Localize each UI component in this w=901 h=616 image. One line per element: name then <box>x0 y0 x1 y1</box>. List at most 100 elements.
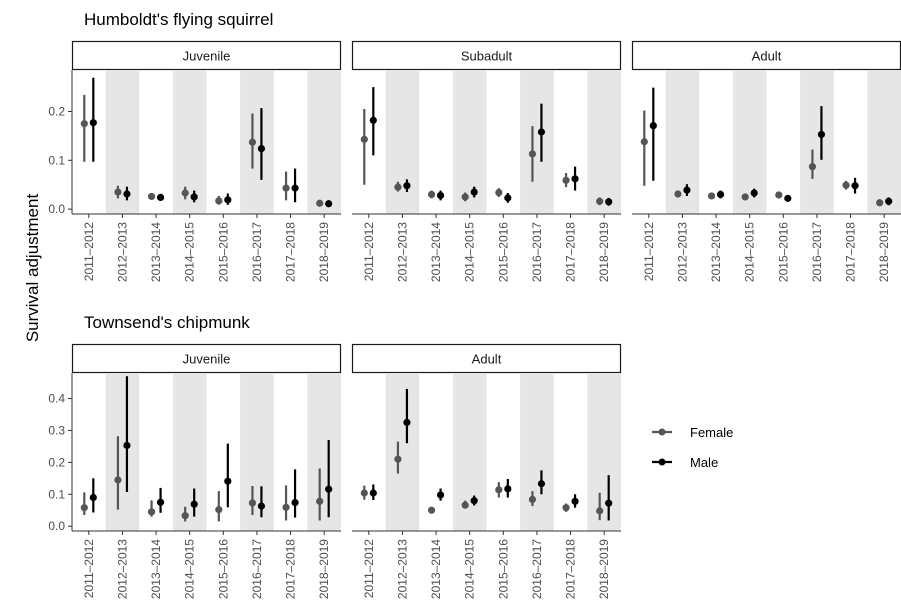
shaded-band <box>240 373 274 531</box>
x-tick-label: 2011–2012 <box>642 222 656 282</box>
point-female <box>842 181 850 189</box>
shaded-band <box>520 373 554 531</box>
point-female <box>215 197 223 205</box>
shaded-band <box>307 373 341 531</box>
panels: 0.0 0.1 0.2 Juvenile 2011–2012 2012–2013 2013–… <box>48 40 901 599</box>
point-male <box>537 480 546 488</box>
shaded-band <box>732 70 767 214</box>
point-male <box>257 502 266 510</box>
point-male <box>325 200 333 208</box>
point-female <box>707 192 716 200</box>
shaded-band <box>867 70 901 214</box>
panel-strip-label: Juvenile <box>183 49 231 64</box>
point-male <box>224 477 232 485</box>
panel-strip-label: Adult <box>472 352 502 367</box>
point-female <box>495 486 503 494</box>
section-title-chipmunk: Townsend's chipmunk <box>84 313 250 332</box>
legend-female-label: Female <box>690 425 733 440</box>
point-female <box>248 499 257 507</box>
shaded-band <box>385 70 420 214</box>
point-female <box>775 191 783 199</box>
point-female <box>316 199 324 207</box>
point-female <box>80 120 88 128</box>
shaded-band <box>800 70 834 214</box>
x-tick-label: 2014–2015 <box>743 222 757 282</box>
point-female <box>282 503 290 511</box>
x-tick-label: 2011–2012 <box>362 539 376 599</box>
point-female <box>528 150 537 158</box>
point-male <box>851 182 859 190</box>
point-female <box>562 504 570 512</box>
point-female <box>674 190 682 198</box>
point-female <box>114 188 122 196</box>
x-tick-label: 2017–2018 <box>844 222 858 282</box>
point-male <box>89 493 97 502</box>
x-tick-label: 2018–2019 <box>877 222 891 282</box>
point-male <box>436 491 445 499</box>
x-tick-label: 2016–2017 <box>250 222 264 282</box>
legend: Female Male <box>652 425 733 470</box>
y-tick-label: 0.0 <box>48 519 65 533</box>
point-male <box>123 441 131 450</box>
y-tick-label: 0.0 <box>48 202 65 216</box>
point-male <box>649 122 657 130</box>
point-male <box>537 128 546 136</box>
shaded-band <box>172 70 207 214</box>
point-male <box>224 196 232 204</box>
point-female <box>741 193 749 201</box>
point-male <box>403 418 411 427</box>
point-female <box>360 135 368 143</box>
shaded-band <box>452 373 487 531</box>
point-male <box>190 500 198 508</box>
x-tick-label: 2011–2012 <box>82 222 96 282</box>
point-female <box>461 501 469 509</box>
point-female <box>80 504 88 512</box>
point-male <box>403 182 411 190</box>
shaded-band <box>240 70 274 214</box>
panel-strip <box>631 40 901 71</box>
panel-strip-label: Subadult <box>461 49 513 64</box>
x-tick-label: 2017–2018 <box>284 539 298 599</box>
point-female <box>596 197 604 205</box>
point-female <box>596 507 604 515</box>
point-female <box>427 190 436 199</box>
x-tick-label: 2014–2015 <box>463 539 477 599</box>
point-female <box>562 176 570 184</box>
x-tick-label: 2012–2013 <box>115 222 129 282</box>
x-tick-label: 2015–2016 <box>496 222 510 282</box>
x-tick-label: 2012–2013 <box>115 539 129 599</box>
point-male <box>470 188 478 196</box>
point-male <box>817 130 826 139</box>
point-female <box>248 138 257 146</box>
x-tick-label: 2014–2015 <box>183 539 197 599</box>
point-female <box>808 163 817 171</box>
shaded-band <box>587 373 621 531</box>
x-tick-label: 2011–2012 <box>82 539 96 599</box>
panel-strip <box>71 40 342 71</box>
x-tick-label: 2015–2016 <box>216 539 230 599</box>
point-male <box>123 190 131 198</box>
x-tick-label: 2015–2016 <box>216 222 230 282</box>
x-tick-label: 2012–2013 <box>395 222 409 282</box>
x-tick-label: 2015–2016 <box>776 222 790 282</box>
point-female <box>215 506 223 514</box>
point-female <box>461 193 469 201</box>
point-male <box>504 485 512 493</box>
point-male <box>571 497 579 505</box>
panel-strip <box>351 343 622 374</box>
point-male <box>156 498 165 506</box>
shaded-band <box>587 70 621 214</box>
x-tick-label: 2015–2016 <box>496 539 510 599</box>
panel-strip <box>351 40 622 71</box>
point-male <box>784 194 792 202</box>
section-title-flying-squirrel: Humboldt's flying squirrel <box>84 10 273 29</box>
point-male <box>190 193 198 201</box>
point-male <box>89 119 97 127</box>
x-tick-label: 2018–2019 <box>317 222 331 282</box>
point-male <box>716 190 725 199</box>
x-tick-label: 2014–2015 <box>183 222 197 282</box>
point-female <box>876 199 884 207</box>
shaded-band <box>105 373 140 531</box>
point-female <box>640 138 648 146</box>
